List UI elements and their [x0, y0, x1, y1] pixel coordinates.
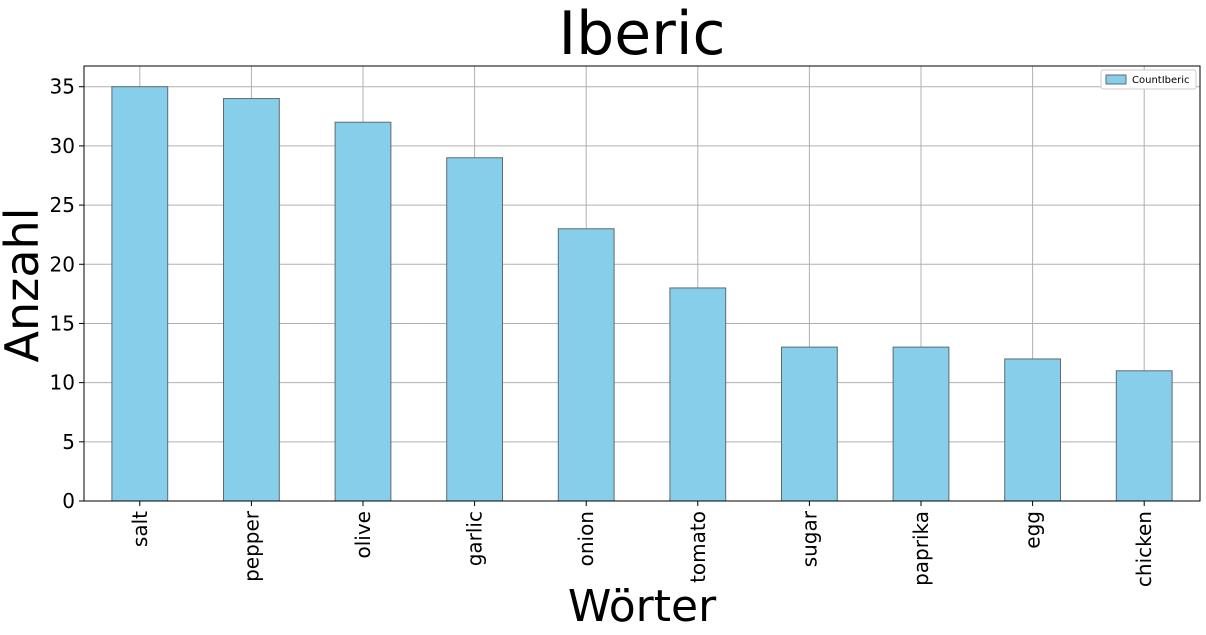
y-tick-label: 30 — [50, 134, 75, 158]
legend-label: CountIberic — [1132, 75, 1190, 86]
bar-sugar — [781, 346, 838, 502]
bar-egg — [1004, 358, 1062, 502]
bar-pepper — [223, 98, 280, 502]
bar-garlic — [446, 157, 504, 502]
y-tick-label: 0 — [62, 489, 75, 513]
x-tick-label: tomato — [686, 511, 710, 583]
y-tick-label: 5 — [62, 430, 75, 454]
legend-swatch — [1105, 74, 1127, 85]
bar-olive — [334, 121, 392, 502]
x-tick-label: pepper — [239, 510, 263, 582]
y-axis-ticks: 0 5 10 15 20 25 30 35 — [50, 75, 84, 513]
y-tick-label: 35 — [50, 75, 75, 99]
chart-title: Iberic — [558, 0, 725, 69]
x-axis-label: Wörter — [568, 581, 717, 632]
x-tick-label: paprika — [909, 511, 933, 586]
x-tick-label: onion — [574, 511, 598, 566]
x-tick-label: sugar — [797, 510, 821, 567]
bar-onion — [557, 228, 615, 502]
x-tick-label: egg — [1021, 511, 1045, 549]
bar-tomato — [669, 287, 727, 502]
x-tick-label: olive — [351, 511, 375, 559]
x-axis-ticks: salt pepper olive garlic onion tomato sugar pap… — [128, 501, 1156, 587]
y-tick-label: 10 — [50, 371, 75, 395]
bar-salt — [111, 86, 169, 502]
y-tick-label: 25 — [50, 193, 75, 217]
y-axis-label: Anzahl — [0, 208, 49, 363]
y-tick-label: 15 — [50, 311, 75, 335]
plot-frame — [83, 65, 1201, 502]
bar-paprika — [892, 346, 950, 502]
x-tick-label: garlic — [463, 511, 487, 566]
x-tick-label: chicken — [1132, 511, 1156, 587]
bar-chicken — [1115, 370, 1173, 502]
x-tick-label: salt — [128, 511, 152, 547]
y-tick-label: 20 — [50, 252, 75, 276]
legend: CountIberic — [1100, 69, 1197, 90]
bars — [111, 86, 1173, 502]
